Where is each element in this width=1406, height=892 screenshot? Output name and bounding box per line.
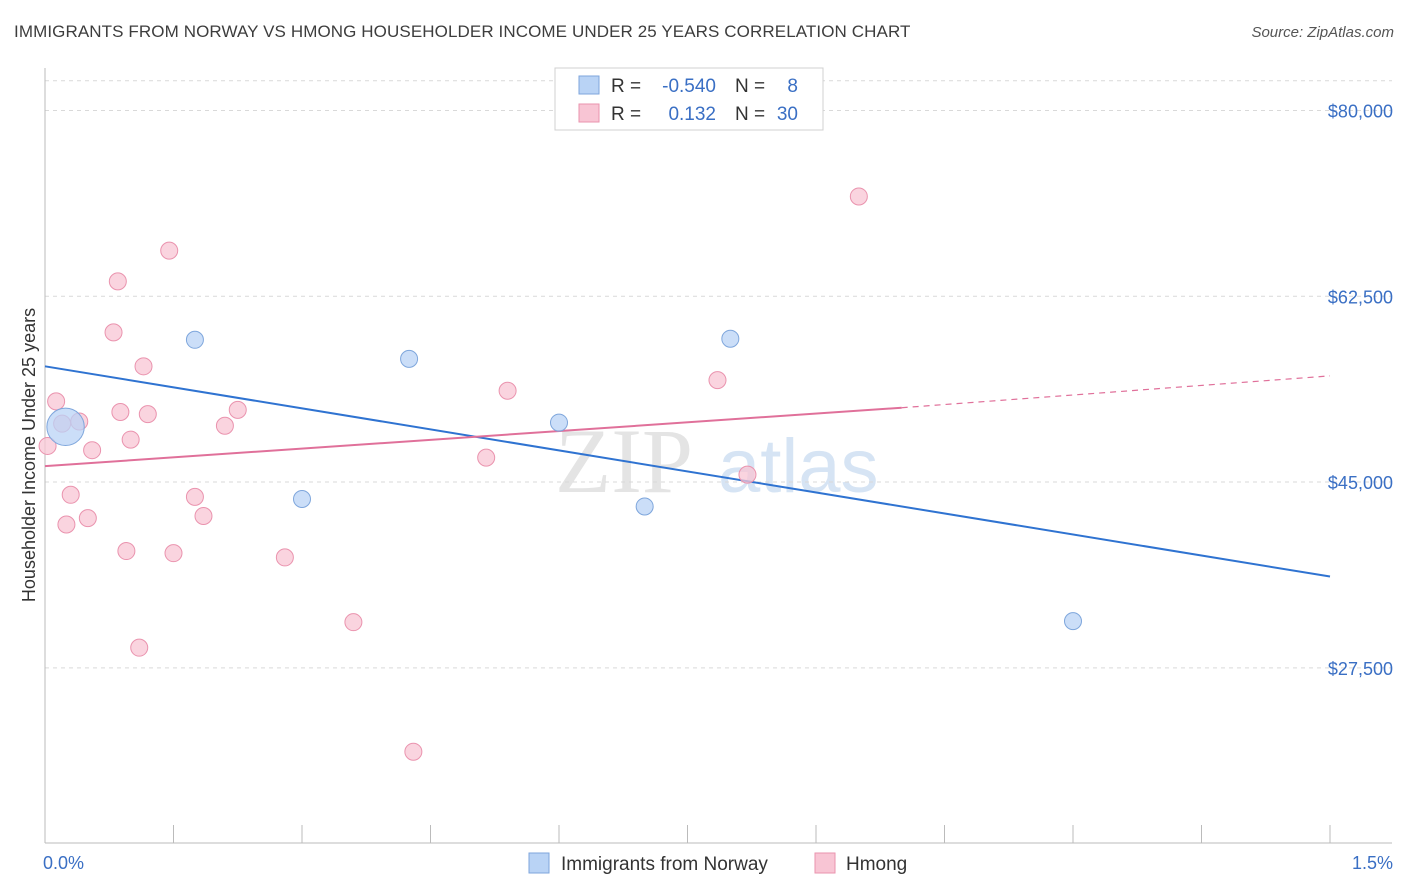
point-hmong [138,405,157,424]
legend-swatch-hmong [578,103,600,123]
point-norway [550,413,568,432]
point-hmong [849,187,868,206]
watermark-atlas: atlas [718,424,879,509]
legend-r-label-hmong: R = [611,104,641,125]
series-legend: Immigrants from Norway Hmong [528,852,907,875]
x-tick-label: 0.0% [43,853,84,873]
point-hmong [194,507,213,526]
point-hmong [57,515,76,534]
point-hmong [108,272,127,291]
axes [44,68,1392,844]
point-hmong [498,381,517,400]
point-norway [635,497,654,516]
legend-r-label-norway: R = [611,76,641,97]
point-hmong [275,548,294,567]
point-hmong [83,441,102,460]
point-norway [1064,612,1082,631]
watermark: ZIP atlas [555,410,879,512]
y-axis-label: Householder Income Under 25 years [19,308,39,602]
chart-title: IMMIGRANTS FROM NORWAY VS HMONG HOUSEHOL… [14,22,911,41]
point-hmong [78,509,97,528]
trend-line-norway [44,365,1331,578]
point-hmong [738,465,757,484]
point-hmong [47,392,66,411]
point-norway [400,349,419,368]
y-tick-labels: $27,500 $45,000 $62,500 $80,000 [1328,101,1393,678]
legend-box [554,67,824,131]
point-hmong [404,742,423,761]
source-label: Source: ZipAtlas.com [1251,24,1394,41]
bottom-legend-swatch-norway [528,852,550,874]
legend-r-value-norway: -0.540 [662,76,716,97]
legend-n-label-hmong: N = [735,104,765,125]
x-tick-label: 1.5% [1352,853,1393,873]
point-hmong [117,542,136,561]
y-tick-label: $45,000 [1328,473,1393,493]
legend-r-value-hmong: 0.132 [668,104,716,125]
bottom-legend-label-hmong: Hmong [846,854,907,875]
point-hmong [160,241,179,260]
point-hmong [185,487,204,506]
point-norway [185,330,204,349]
point-hmong [228,400,247,419]
trend-line-hmong-extension [901,375,1331,409]
point-hmong [134,357,153,376]
point-hmong [61,485,80,504]
x-tick-labels: 0.0% 1.5% [43,853,1393,873]
y-tick-label: $62,500 [1328,287,1393,307]
point-hmong [477,448,496,467]
legend-n-value-norway: 8 [787,76,798,97]
data-points [38,187,1082,761]
point-hmong [708,371,727,390]
legend-n-label-norway: N = [735,76,765,97]
point-norway [293,490,311,509]
trend-line-hmong [44,406,902,468]
point-norway [721,329,740,348]
y-tick-label: $27,500 [1328,659,1393,679]
point-hmong [164,544,183,563]
point-hmong [215,416,234,435]
point-hmong [344,613,363,632]
point-hmong [38,436,57,455]
point-hmong [121,430,140,449]
legend-swatch-norway [578,75,600,95]
trend-lines [44,365,1331,578]
point-hmong [111,402,130,421]
bottom-legend-swatch-hmong [814,852,836,874]
y-tick-label: $80,000 [1328,101,1393,121]
point-hmong [130,638,149,657]
legend-n-value-hmong: 30 [777,104,798,125]
point-norway [46,407,85,447]
bottom-legend-label-norway: Immigrants from Norway [561,854,768,875]
correlation-legend: R = -0.540 N = 8 R = 0.132 N = 30 [554,67,824,131]
point-hmong [104,323,123,342]
